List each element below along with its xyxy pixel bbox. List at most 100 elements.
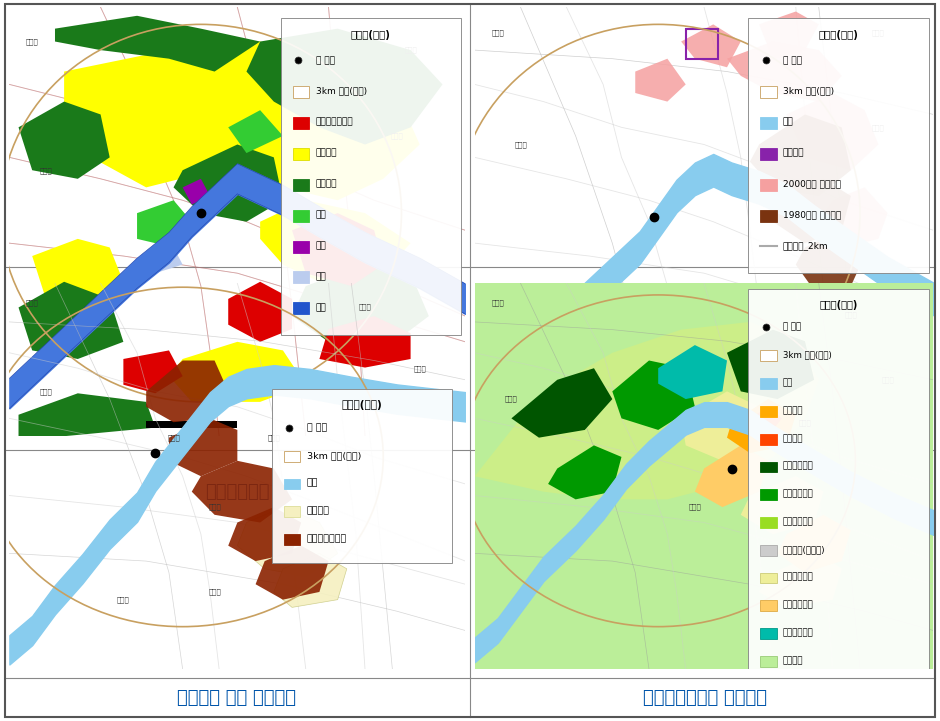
Text: 보전녹지지역: 보전녹지지역 [783, 461, 814, 471]
Text: 산림지역: 산림지역 [316, 180, 337, 188]
Text: 장기면: 장기면 [414, 365, 426, 371]
Polygon shape [819, 187, 887, 247]
Text: 보 위치: 보 위치 [783, 323, 801, 332]
Text: 3km 범위(반경): 3km 범위(반경) [783, 87, 834, 96]
Text: 도시관리계획상 용도지역: 도시관리계획상 용도지역 [643, 689, 767, 707]
Polygon shape [228, 110, 283, 153]
Text: 나지: 나지 [316, 272, 326, 281]
FancyBboxPatch shape [760, 628, 776, 639]
Text: 시가화권조치역: 시가화권조치역 [316, 118, 353, 127]
Text: 공주보(금강): 공주보(금강) [351, 30, 391, 40]
Text: 의당면: 의당면 [359, 304, 371, 310]
FancyBboxPatch shape [293, 210, 309, 222]
Polygon shape [320, 316, 411, 368]
Polygon shape [777, 515, 851, 572]
Text: 습지: 습지 [316, 242, 326, 250]
Text: 사곡면: 사곡면 [492, 30, 504, 36]
Text: 이관지구: 이관지구 [306, 506, 330, 516]
Polygon shape [750, 407, 782, 430]
Polygon shape [19, 282, 123, 359]
FancyBboxPatch shape [284, 534, 300, 545]
Text: 우성면: 우성면 [39, 388, 53, 394]
Polygon shape [292, 265, 429, 350]
Polygon shape [174, 144, 283, 222]
Text: 읍학동: 읍학동 [208, 588, 221, 596]
Polygon shape [760, 12, 819, 58]
Text: 2000년대 기개발지: 2000년대 기개발지 [783, 180, 841, 188]
Polygon shape [137, 200, 192, 247]
Text: 자연녹지지역: 자연녹지지역 [783, 517, 814, 526]
Text: 의당면: 의당면 [844, 311, 857, 317]
Polygon shape [55, 16, 260, 71]
FancyBboxPatch shape [284, 451, 300, 461]
Text: 하천: 하천 [783, 379, 793, 387]
Text: 계획관리지역: 계획관리지역 [783, 572, 814, 582]
Text: 장기면: 장기면 [872, 124, 885, 131]
FancyBboxPatch shape [293, 117, 309, 129]
Polygon shape [123, 350, 182, 394]
FancyBboxPatch shape [293, 148, 309, 160]
Text: 주변지역_2km: 주변지역_2km [783, 242, 828, 250]
Polygon shape [682, 392, 760, 461]
FancyBboxPatch shape [760, 148, 776, 160]
FancyBboxPatch shape [272, 389, 451, 563]
FancyBboxPatch shape [760, 210, 776, 222]
Polygon shape [475, 283, 933, 669]
Polygon shape [237, 507, 337, 577]
Text: 사곡면: 사곡면 [25, 299, 39, 306]
Polygon shape [260, 200, 411, 286]
Text: 농림지역: 농림지역 [783, 656, 804, 665]
Polygon shape [787, 93, 878, 170]
Polygon shape [182, 179, 210, 205]
Polygon shape [19, 394, 155, 436]
Text: 3km 범위(반경): 3km 범위(반경) [783, 350, 832, 360]
Text: 공주시: 공주시 [799, 419, 811, 425]
Polygon shape [682, 25, 741, 67]
Text: 옥진동: 옥진동 [688, 504, 701, 510]
Text: 개발실태: 개발실태 [683, 483, 727, 500]
Polygon shape [169, 342, 306, 402]
Text: 보 위치: 보 위치 [783, 56, 802, 65]
Polygon shape [760, 554, 841, 607]
Text: 우성면: 우성면 [39, 167, 53, 174]
FancyBboxPatch shape [760, 379, 776, 389]
Polygon shape [612, 360, 695, 430]
FancyBboxPatch shape [760, 179, 776, 191]
FancyBboxPatch shape [747, 18, 929, 273]
FancyBboxPatch shape [760, 86, 776, 98]
FancyBboxPatch shape [760, 545, 776, 556]
Text: 보전관리지역: 보전관리지역 [783, 628, 814, 637]
FancyBboxPatch shape [284, 506, 300, 517]
Text: 농업지역: 농업지역 [316, 149, 337, 158]
Text: 공주보(금강): 공주보(금강) [819, 30, 858, 40]
Text: 산업단지: 산업단지 [783, 149, 805, 158]
Polygon shape [635, 58, 685, 102]
Text: 초지: 초지 [316, 211, 326, 219]
Text: 옥진동: 옥진동 [208, 504, 221, 510]
FancyBboxPatch shape [281, 18, 461, 335]
Text: 의당면: 의당면 [872, 30, 885, 36]
Text: 토지이용현황: 토지이용현황 [205, 483, 269, 500]
Polygon shape [147, 247, 182, 273]
Polygon shape [695, 446, 768, 507]
FancyBboxPatch shape [147, 421, 237, 428]
FancyBboxPatch shape [293, 272, 309, 283]
FancyBboxPatch shape [760, 656, 776, 667]
Text: 의당면: 의당면 [404, 47, 417, 53]
Polygon shape [192, 461, 292, 523]
Text: 우성면: 우성면 [505, 396, 518, 402]
Polygon shape [228, 282, 292, 342]
Polygon shape [796, 230, 865, 291]
FancyBboxPatch shape [760, 117, 776, 129]
Polygon shape [32, 239, 123, 307]
Polygon shape [256, 546, 329, 600]
FancyBboxPatch shape [747, 289, 929, 685]
FancyBboxPatch shape [293, 179, 309, 191]
FancyBboxPatch shape [293, 86, 309, 98]
Text: 공주보(금강): 공주보(금강) [341, 400, 382, 410]
FancyBboxPatch shape [760, 517, 776, 528]
FancyBboxPatch shape [760, 406, 776, 417]
FancyBboxPatch shape [293, 241, 309, 252]
Polygon shape [475, 322, 819, 500]
FancyBboxPatch shape [760, 434, 776, 445]
